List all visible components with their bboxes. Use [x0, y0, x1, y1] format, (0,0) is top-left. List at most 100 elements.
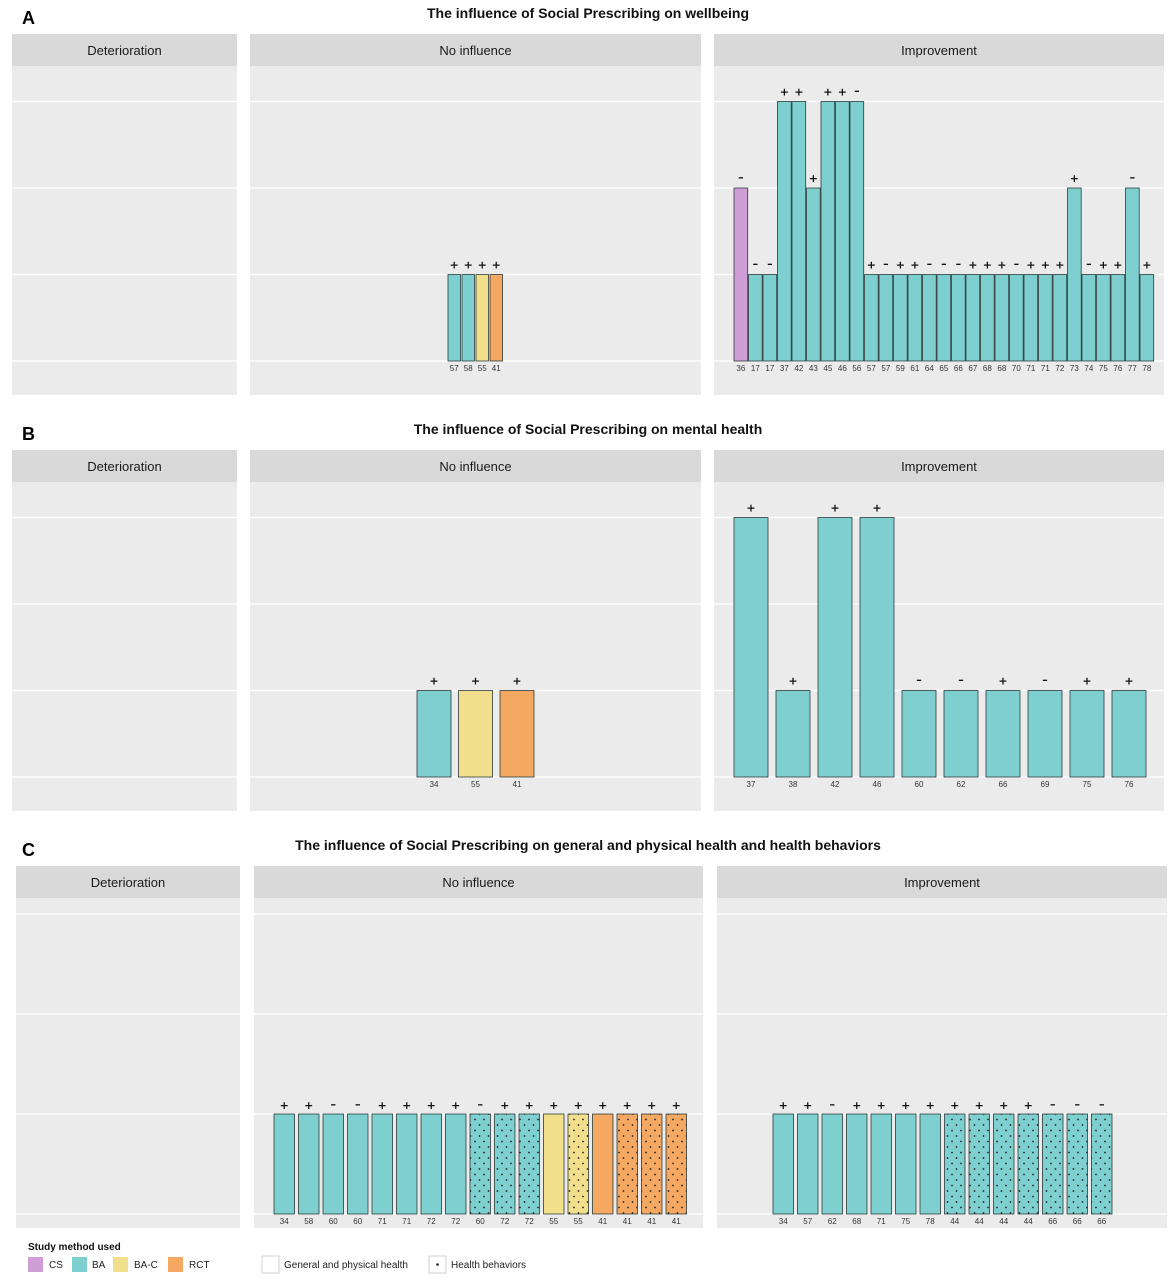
x-tick-label: 75: [901, 1217, 910, 1226]
bar-group: +57: [864, 259, 879, 373]
bar: [943, 690, 979, 778]
bar-group: +68: [846, 1099, 868, 1226]
facet-label: Deterioration: [91, 875, 165, 890]
bar-sign: –: [738, 171, 744, 184]
bar: [298, 1113, 320, 1215]
bar-group: +76: [1110, 259, 1126, 373]
x-tick-label: 65: [939, 364, 948, 373]
bar-sign: +: [1099, 259, 1108, 272]
bar-group: +71: [1038, 259, 1053, 373]
bar-sign: –: [854, 85, 860, 98]
facet-no-influence: No influence+34+55+41: [250, 450, 701, 811]
x-tick-label: 41: [492, 364, 501, 373]
bar-dot-pattern: [568, 1114, 589, 1214]
x-tick-label: 64: [925, 364, 934, 373]
x-tick-label: 44: [999, 1217, 1008, 1226]
bar-group: +61: [907, 259, 923, 373]
x-tick-label: 60: [329, 1217, 338, 1226]
x-tick-label: 60: [476, 1217, 485, 1226]
bar: [806, 187, 821, 362]
bar-group: +38: [775, 675, 811, 789]
bar: [907, 274, 923, 362]
facet-strip: [254, 866, 703, 898]
facet-strip: [250, 34, 701, 66]
chart-title: The influence of Social Prescribing on w…: [427, 5, 749, 21]
bar: [1110, 274, 1126, 362]
bar-dot-pattern: [470, 1114, 491, 1214]
legend-label-bac: BA-C: [134, 1260, 158, 1271]
bar-group: +67: [965, 259, 981, 373]
bar: [543, 1113, 565, 1215]
bar-group: – 60: [347, 1098, 369, 1226]
bar-group: +41: [499, 675, 535, 789]
bar: [985, 690, 1021, 778]
bar-sign: +: [975, 1099, 984, 1112]
bar-sign: –: [1086, 258, 1092, 271]
bar: [893, 274, 908, 362]
bar-sign: +: [926, 1099, 935, 1112]
bar: [965, 274, 981, 362]
bar-group: +71: [371, 1099, 393, 1226]
bar-sign: +: [647, 1099, 656, 1112]
bar-group: +45: [820, 86, 836, 373]
bar-sign: +: [598, 1099, 607, 1112]
bar-dot-pattern: [1042, 1114, 1063, 1214]
bar-group: +42: [791, 86, 807, 373]
bar-group: +34: [273, 1099, 295, 1226]
legend-label-rct: RCT: [189, 1260, 210, 1271]
bar: [371, 1113, 393, 1215]
x-tick-label: 60: [915, 780, 924, 789]
bar-sign: –: [1130, 171, 1136, 184]
bar: [1111, 690, 1147, 778]
bar: [1081, 274, 1097, 362]
bar-sign: –: [941, 258, 947, 271]
x-tick-label: 69: [1041, 780, 1050, 789]
bar-sign: +: [623, 1099, 632, 1112]
x-tick-label: 72: [1055, 364, 1064, 373]
facet-strip: [714, 450, 1164, 482]
bar-group: +43: [806, 172, 821, 373]
bar-sign: +: [852, 1099, 861, 1112]
x-tick-label: 72: [525, 1217, 534, 1226]
x-tick-label: 60: [353, 1217, 362, 1226]
bar-group: +44: [993, 1099, 1015, 1226]
bar-sign: +: [1142, 259, 1151, 272]
x-tick-label: 42: [831, 780, 840, 789]
bar-sign: +: [998, 675, 1007, 688]
bar-group: +72: [445, 1099, 467, 1226]
bar-sign: +: [1026, 259, 1035, 272]
bar-sign: –: [883, 258, 889, 271]
bar-sign: –: [916, 674, 922, 687]
bar-sign: +: [779, 1099, 788, 1112]
legend-label-ba: BA: [92, 1260, 106, 1271]
x-tick-label: 66: [1048, 1217, 1057, 1226]
bar-sign: +: [464, 259, 473, 272]
panel-a: A The influence of Social Prescribing on …: [12, 5, 1164, 395]
x-tick-label: 72: [451, 1217, 460, 1226]
bar-group: +75: [895, 1099, 917, 1226]
bar-group: – 66: [1066, 1098, 1088, 1226]
bar: [846, 1113, 868, 1215]
x-tick-label: 36: [736, 364, 745, 373]
bar: [951, 274, 966, 362]
bar-group: – 60: [901, 674, 937, 789]
x-tick-label: 58: [464, 364, 473, 373]
bar-group: +58: [461, 259, 475, 373]
bar-sign: +: [999, 1099, 1008, 1112]
facet-label: Deterioration: [87, 43, 161, 58]
bar-group: – 17: [762, 258, 778, 373]
legend-label-general: General and physical health: [284, 1260, 408, 1271]
bar-sign: +: [525, 1099, 534, 1112]
x-tick-label: 34: [280, 1217, 289, 1226]
bar-group: +71: [1023, 259, 1039, 373]
x-tick-label: 41: [513, 780, 522, 789]
x-tick-label: 57: [881, 364, 890, 373]
legend-label-cs: CS: [49, 1260, 63, 1271]
bar-group: +58: [298, 1099, 320, 1226]
x-tick-label: 17: [765, 364, 774, 373]
x-tick-label: 73: [1070, 364, 1079, 373]
bar: [1069, 690, 1105, 778]
x-tick-label: 37: [780, 364, 789, 373]
bar-sign: +: [478, 259, 487, 272]
